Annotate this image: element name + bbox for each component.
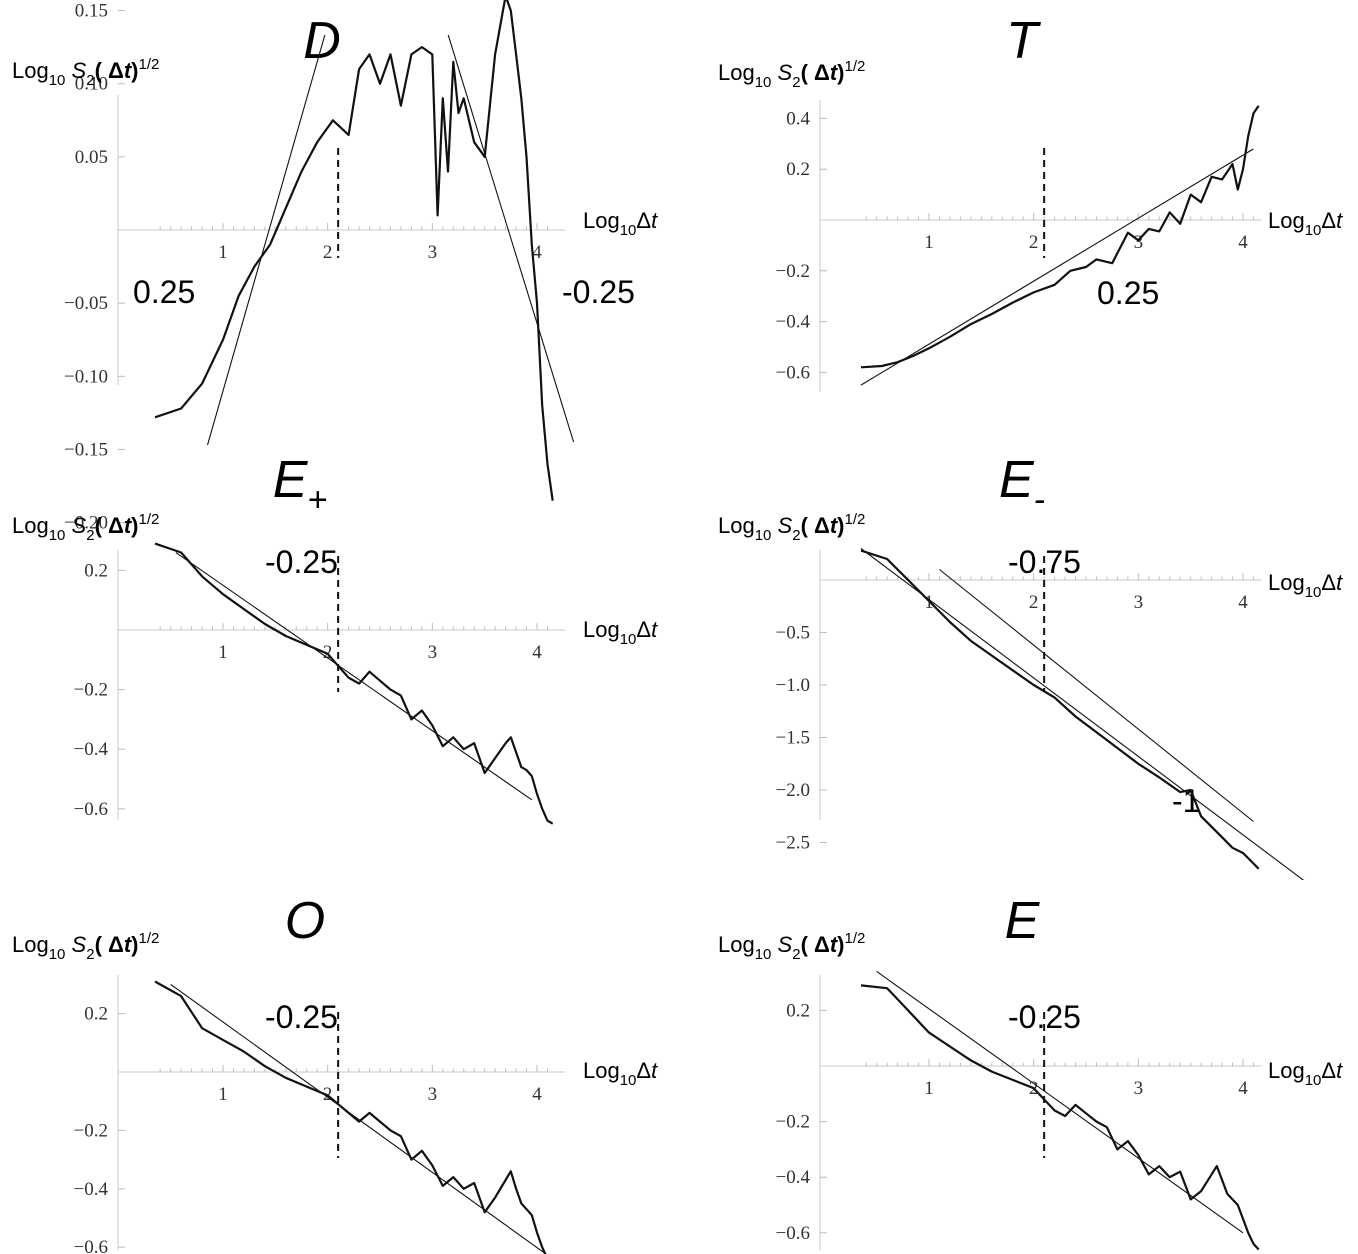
x-tick-label: 2	[1029, 232, 1039, 253]
x-tick-label: 3	[1134, 592, 1144, 613]
y-tick-label: −2.5	[776, 833, 810, 854]
y-tick-label: −1.5	[776, 728, 810, 749]
x-tick-label: 1	[924, 232, 934, 253]
x-tick-label: 3	[1134, 232, 1144, 253]
fit-line	[206, 35, 326, 445]
y-tick-label: 0.2	[786, 1000, 810, 1021]
y-tick-label: −0.2	[776, 1112, 810, 1133]
fit-line	[860, 148, 1254, 386]
fit-line	[447, 35, 575, 443]
y-axis-label: Log10 S2( Δt)1/2	[12, 511, 159, 544]
panel-title: E+	[273, 451, 328, 519]
x-tick-label: 3	[428, 242, 438, 263]
x-tick-label: 1	[218, 642, 228, 663]
y-tick-label: −0.2	[74, 1120, 108, 1141]
y-tick-label: 0.2	[84, 1004, 108, 1025]
x-axis-label: Log10Δt	[1268, 208, 1343, 239]
x-tick-label: 4	[532, 1084, 542, 1105]
x-tick-label: 1	[218, 242, 228, 263]
y-axis-label: Log10 S2( Δt)1/2	[718, 58, 865, 91]
y-tick-label: −0.10	[64, 366, 108, 387]
data-series-line	[154, 0, 554, 501]
data-series-line	[860, 984, 1260, 1251]
y-tick-label: 0.4	[786, 108, 810, 129]
x-tick-label: 4	[1238, 592, 1248, 613]
y-tick-label: −0.2	[776, 261, 810, 282]
y-tick-label: −0.5	[776, 623, 810, 644]
slope-label: -0.75	[1008, 544, 1081, 580]
panel-title: T	[1006, 12, 1041, 70]
x-tick-label: 4	[1238, 1078, 1248, 1099]
slope-label: 0.25	[133, 274, 195, 310]
y-tick-label: −0.15	[64, 439, 108, 460]
y-tick-label: −0.4	[74, 1179, 109, 1200]
fit-line	[939, 569, 1254, 822]
fit-line	[175, 552, 533, 801]
x-tick-label: 4	[1238, 232, 1248, 253]
data-series-line	[860, 549, 1260, 870]
y-tick-label: −0.4	[74, 739, 109, 760]
y-tick-label: −0.6	[776, 362, 810, 383]
panel-title: E-	[999, 451, 1045, 519]
x-axis-label: Log10Δt	[1268, 570, 1343, 601]
y-tick-label: 0.2	[84, 560, 108, 581]
chart-panel-1: 1 2 3 4 0.15 0.10 0.05 −0.05 −0.10 −0.15 −0.20 Log1…	[12, 0, 658, 534]
data-series-line	[154, 980, 547, 1254]
slope-label: -0.25	[1008, 999, 1081, 1035]
data-series-line	[860, 105, 1260, 369]
y-tick-label: −0.20	[64, 513, 108, 534]
x-tick-label: 1	[924, 1078, 934, 1099]
chart-panel-3: 1 2 3 4 0.2 −0.2 −0.4 −0.6 Log10 S2( Δt)1/2 Log10…	[12, 451, 658, 825]
y-tick-label: −0.6	[776, 1223, 810, 1244]
y-tick-label: −0.4	[776, 1167, 811, 1188]
x-tick-label: 1	[218, 1084, 228, 1105]
y-tick-label: 0.2	[786, 159, 810, 180]
x-tick-label: 3	[1134, 1078, 1144, 1099]
y-axis-label: Log10 S2( Δt)1/2	[12, 930, 159, 963]
fit-line	[860, 548, 1305, 880]
slope-label: -0.25	[562, 274, 635, 310]
y-tick-label: −0.6	[74, 799, 108, 820]
slope-label: -0.25	[265, 544, 338, 580]
data-series-line	[154, 542, 554, 825]
y-tick-label: 0.10	[75, 74, 108, 95]
panel-title: E	[1005, 892, 1041, 950]
y-tick-label: −1.0	[776, 675, 810, 696]
x-axis-label: Log10Δt	[1268, 1058, 1343, 1089]
x-axis-label: Log10Δt	[583, 1058, 658, 1089]
fit-line	[876, 971, 1244, 1234]
panel-title-subscript: +	[307, 481, 327, 519]
x-tick-label: 4	[532, 242, 542, 263]
chart-panel-2: 1 2 3 4 0.4 0.2 −0.2 −0.4 −0.6 Log10 S2( Δt)1/2 Lo…	[718, 12, 1343, 392]
x-axis-label: Log10Δt	[583, 617, 658, 648]
y-axis-label: Log10 S2( Δt)1/2	[718, 930, 865, 963]
y-tick-label: −0.6	[74, 1237, 108, 1254]
y-tick-label: 0.05	[75, 147, 108, 168]
y-axis-label: Log10 S2( Δt)1/2	[12, 56, 159, 89]
y-tick-label: −0.2	[74, 680, 108, 701]
x-tick-label: 3	[428, 1084, 438, 1105]
x-tick-label: 4	[532, 642, 542, 663]
x-tick-label: 2	[1029, 592, 1039, 613]
y-tick-label: −0.05	[64, 293, 108, 314]
panel-title: D	[303, 12, 341, 70]
slope-label: -0.25	[265, 999, 338, 1035]
y-tick-label: −0.4	[776, 312, 811, 333]
fit-line	[170, 983, 547, 1254]
x-tick-label: 3	[428, 642, 438, 663]
x-tick-label: 2	[323, 242, 333, 263]
x-tick-label: 2	[323, 642, 333, 663]
y-axis-label: Log10 S2( Δt)1/2	[718, 511, 865, 544]
y-tick-label: −2.0	[776, 780, 810, 801]
x-axis-label: Log10Δt	[583, 208, 658, 239]
y-tick-label: 0.15	[75, 1, 108, 22]
slope-label: 0.25	[1097, 275, 1159, 311]
panel-title-subscript: -	[1034, 481, 1045, 519]
panel-title: O	[285, 892, 325, 950]
